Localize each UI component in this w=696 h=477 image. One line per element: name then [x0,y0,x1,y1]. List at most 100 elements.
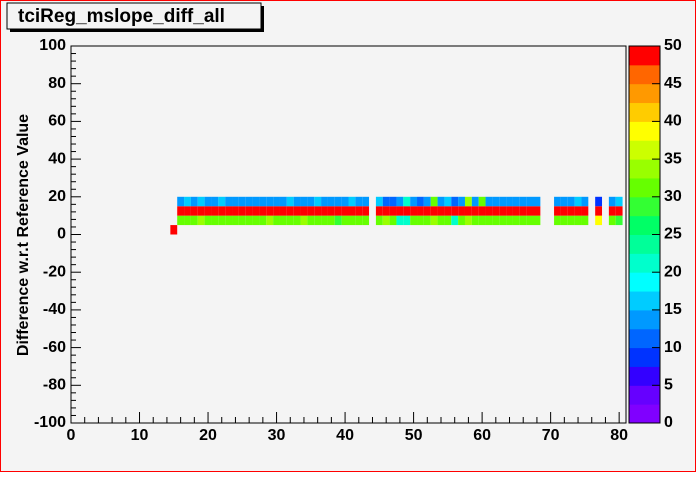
palette-swatch [629,102,660,122]
cell [259,215,267,226]
cell [554,215,561,226]
cell [286,196,294,207]
palette-swatch [629,253,660,273]
palette-swatch [629,272,660,292]
cell [300,215,308,226]
y-tick-label: -40 [43,301,66,318]
y-tick-label: 100 [39,37,66,54]
palette-swatch [629,177,660,198]
cell [259,206,267,216]
cell [560,206,568,216]
cell [184,206,191,216]
cell [259,196,267,207]
z-tick-label: 45 [664,75,682,92]
cell [190,206,198,216]
cell [170,225,178,235]
cell [293,215,301,226]
palette-swatch [629,366,660,386]
cell [211,196,219,207]
y-tick-label: -60 [43,339,66,356]
cell [177,196,185,207]
cell [519,206,527,216]
cell [417,196,424,207]
cell [506,215,513,226]
cell [410,215,418,226]
cell [266,196,274,207]
cell [286,215,294,226]
cell [560,196,568,207]
cell [608,196,616,207]
palette-swatch [629,46,660,66]
cell [410,196,418,207]
cell [218,196,226,207]
cell [190,215,198,226]
cell [266,206,274,216]
cell [608,215,616,226]
cell [382,215,390,226]
cell [581,206,589,216]
cell [245,206,253,216]
cell [451,206,459,216]
cell [581,196,589,207]
cell [321,215,328,226]
palette-swatch [629,121,660,141]
cell [273,206,280,216]
z-tick-label: 25 [664,226,682,243]
cell [238,206,246,216]
cell [526,215,534,226]
cell [581,215,589,226]
cell [444,215,452,226]
y-tick-label: 60 [48,113,66,130]
y-tick-label: -80 [43,377,66,394]
cell [334,196,342,207]
cell [184,215,191,226]
palette-swatch [629,291,660,311]
z-tick-label: 30 [664,188,682,205]
cell [444,206,452,216]
cell [225,206,233,216]
cell [177,215,185,226]
cell [499,206,507,216]
z-tick-label: 20 [664,263,682,280]
cell [492,215,500,226]
cell [382,206,390,216]
cell [293,206,301,216]
x-tick-label: 0 [67,427,76,444]
cell [464,196,472,207]
palette-swatch [629,309,660,330]
cell [321,206,328,216]
cell [499,196,507,207]
cell [437,196,445,207]
palette-swatch [629,83,660,104]
cell [403,206,411,216]
z-tick-label: 40 [664,113,682,130]
cell [595,215,603,226]
cell [478,215,486,226]
cell [334,215,342,226]
palette-swatch [629,234,660,254]
cell [245,215,253,226]
palette-swatch [629,140,660,160]
cell [464,206,472,216]
cell [499,215,507,226]
cell [238,196,246,207]
x-tick-label: 20 [199,427,217,444]
cell [417,206,424,216]
cell [451,215,459,226]
cell [506,196,513,207]
cell [485,196,493,207]
z-tick-label: 50 [664,37,682,54]
cell [307,206,315,216]
cell [471,206,479,216]
cell [177,206,185,216]
cell [252,215,260,226]
palette-swatch [629,159,660,179]
cell [211,215,219,226]
cell [526,206,534,216]
cell [437,206,445,216]
cell [519,215,527,226]
cell [341,206,349,216]
cell [533,196,541,207]
cell [300,196,308,207]
cell [506,206,513,216]
